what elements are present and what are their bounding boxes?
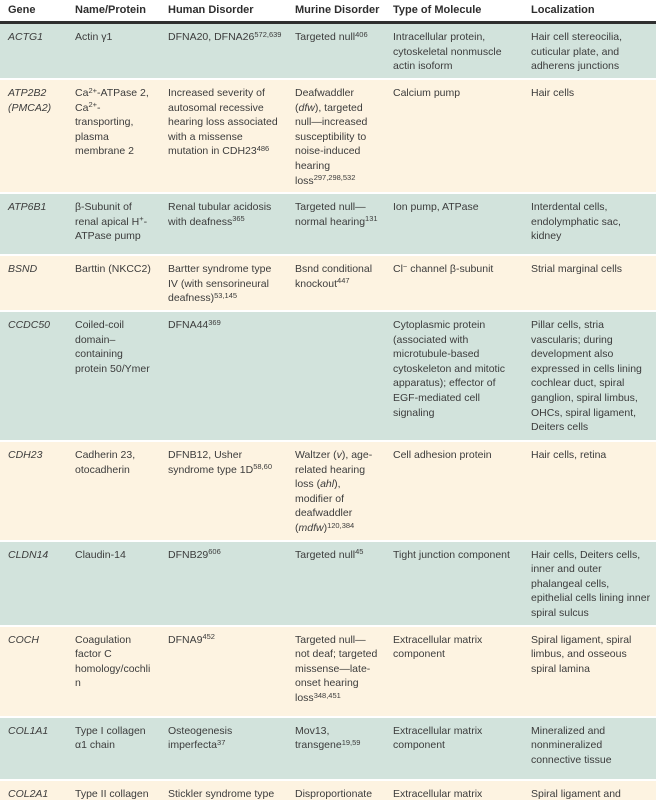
cell-type-of-molecule: Extracellular matrix component xyxy=(385,715,523,780)
cell-gene: BSND xyxy=(0,254,67,311)
table-row: COL1A1 Type I collagen α1 chain Osteogenes… xyxy=(0,715,656,780)
cell-name-protein: Cadherin 23, otocadherin xyxy=(67,439,160,541)
table-row: ACTG1 Actin γ1 DFNA20, DFNA26572,639 Target… xyxy=(0,21,656,79)
cell-human-disorder: Osteogenesis imperfecta37 xyxy=(160,715,287,780)
cell-human-disorder: DFNB29606 xyxy=(160,539,287,626)
cell-gene: ATP6B1 xyxy=(0,192,67,256)
cell-localization: Spiral ligament and limbus, tectorial me… xyxy=(523,778,656,800)
cell-localization: Pillar cells, stria vascularis; during d… xyxy=(523,309,656,441)
cell-type-of-molecule: Tight junction component xyxy=(385,539,523,626)
table-row: BSND Barttin (NKCC2) Bartter syndrome type… xyxy=(0,254,656,311)
table-row: ATP2B2 (PMCA2) Ca2+-ATPase 2, Ca2+-transp… xyxy=(0,77,656,194)
cell-murine-disorder: Targeted null45 xyxy=(287,539,385,626)
table-body: ACTG1 Actin γ1 DFNA20, DFNA26572,639 Target… xyxy=(0,21,656,800)
cell-murine-disorder: Deafwaddler (dfw), targeted null—increas… xyxy=(287,77,385,194)
cell-name-protein: Coiled-coil domain–containing protein 50… xyxy=(67,309,160,441)
cell-human-disorder: DFNA9452 xyxy=(160,624,287,717)
cell-name-protein: Type I collagen α1 chain xyxy=(67,715,160,780)
cell-type-of-molecule: Cytoplasmic protein (associated with mic… xyxy=(385,309,523,441)
cell-human-disorder: DFNA44369 xyxy=(160,309,287,441)
cell-murine-disorder: Bsnd conditional knockout447 xyxy=(287,254,385,311)
cell-name-protein: Type II collagen α1 chain xyxy=(67,778,160,800)
cell-murine-disorder: Targeted null—normal hearing131 xyxy=(287,192,385,256)
table-row: CDH23 Cadherin 23, otocadherin DFNB12, Ush… xyxy=(0,439,656,541)
cell-name-protein: Actin γ1 xyxy=(67,21,160,79)
column-header-human_disorder: Human Disorder xyxy=(160,0,287,24)
table-row: ATP6B1 β-Subunit of renal apical H+-ATPas… xyxy=(0,192,656,256)
cell-localization: Hair cells, retina xyxy=(523,439,656,541)
cell-localization: Hair cell stereocilia, cuticular plate, … xyxy=(523,21,656,79)
cell-gene: ACTG1 xyxy=(0,21,67,79)
cell-type-of-molecule: Ion pump, ATPase xyxy=(385,192,523,256)
cell-localization: Mineralized and nonmineralized connectiv… xyxy=(523,715,656,780)
column-header-gene: Gene xyxy=(0,0,67,24)
column-header-name_protein: Name/Protein xyxy=(67,0,160,24)
cell-localization: Spiral ligament, spiral limbus, and osse… xyxy=(523,624,656,717)
cell-name-protein: Ca2+-ATPase 2, Ca2+-transporting, plasma… xyxy=(67,77,160,194)
cell-gene: CDH23 xyxy=(0,439,67,541)
cell-human-disorder: DFNB12, Usher syndrome type 1D58,60 xyxy=(160,439,287,541)
column-header-murine_disorder: Murine Disorder xyxy=(287,0,385,24)
cell-localization: Interdental cells, endolymphatic sac, ki… xyxy=(523,192,656,256)
cell-gene: ATP2B2 (PMCA2) xyxy=(0,77,67,194)
cell-name-protein: β-Subunit of renal apical H+-ATPase pump xyxy=(67,192,160,256)
cell-type-of-molecule: Cl− channel β-subunit xyxy=(385,254,523,311)
cell-human-disorder: Renal tubular acidosis with deafness365 xyxy=(160,192,287,256)
cell-gene: CCDC50 xyxy=(0,309,67,441)
table-row: CLDN14 Claudin-14 DFNB29606 Targeted null45… xyxy=(0,539,656,626)
cell-gene: COCH xyxy=(0,624,67,717)
cell-murine-disorder: Waltzer (v), age-related hearing loss (a… xyxy=(287,439,385,541)
cell-murine-disorder: Targeted null406 xyxy=(287,21,385,79)
cell-localization: Strial marginal cells xyxy=(523,254,656,311)
cell-human-disorder: DFNA20, DFNA26572,639 xyxy=(160,21,287,79)
cell-murine-disorder: Mov13, transgene19,59 xyxy=(287,715,385,780)
table-row: COCH Coagulation factor C homology/cochli… xyxy=(0,624,656,717)
header-row: Gene Name/Protein Human Disorder Murine Dis… xyxy=(0,0,656,24)
cell-type-of-molecule: Calcium pump xyxy=(385,77,523,194)
cell-murine-disorder: Targeted null—not deaf; targeted missens… xyxy=(287,624,385,717)
cell-type-of-molecule: Extracellular matrix component xyxy=(385,624,523,717)
cell-type-of-molecule: Intracellular protein, cytoskeletal nonm… xyxy=(385,21,523,79)
column-header-type_of_molecule: Type of Molecule xyxy=(385,0,523,24)
cell-localization: Hair cells xyxy=(523,77,656,194)
cell-human-disorder: Bartter syndrome type IV (with sensorine… xyxy=(160,254,287,311)
cell-name-protein: Coagulation factor C homology/cochlin xyxy=(67,624,160,717)
cell-murine-disorder: Disproportionate micromelia (Dmm); spond… xyxy=(287,778,385,800)
cell-name-protein: Barttin (NKCC2) xyxy=(67,254,160,311)
cell-murine-disorder xyxy=(287,309,385,441)
cell-localization: Hair cells, Deiters cells, inner and out… xyxy=(523,539,656,626)
cell-human-disorder: Stickler syndrome type I7 xyxy=(160,778,287,800)
cell-gene: COL1A1 xyxy=(0,715,67,780)
cell-human-disorder: Increased severity of autosomal recessiv… xyxy=(160,77,287,194)
cell-name-protein: Claudin-14 xyxy=(67,539,160,626)
table-header: Gene Name/Protein Human Disorder Murine Dis… xyxy=(0,0,656,24)
column-header-localization: Localization xyxy=(523,0,656,24)
cell-type-of-molecule: Extracellular matrix component xyxy=(385,778,523,800)
cell-gene: CLDN14 xyxy=(0,539,67,626)
table-row: CCDC50 Coiled-coil domain–containing prot… xyxy=(0,309,656,441)
cell-type-of-molecule: Cell adhesion protein xyxy=(385,439,523,541)
cell-gene: COL2A1 xyxy=(0,778,67,800)
